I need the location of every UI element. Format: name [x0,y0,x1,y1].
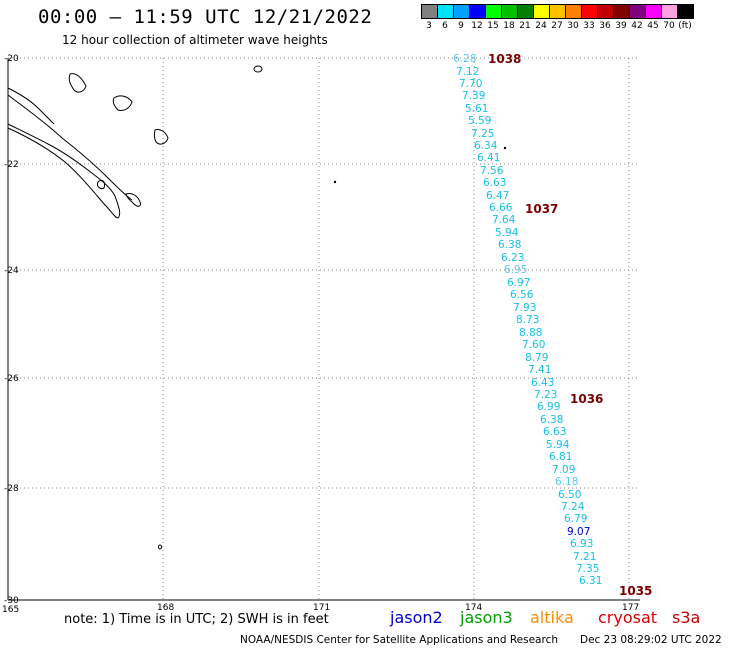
swh-value: 8.73 [516,314,539,326]
legend-label: 33 [583,21,595,31]
generated-timestamp: Dec 23 08:29:02 UTC 2022 [580,634,722,646]
lat-label: -22 [4,160,19,170]
swh-value: 6.50 [558,489,581,501]
lon-label: 171 [313,603,330,613]
swh-value: 6.38 [498,239,521,251]
legend-label: 39 [615,21,627,31]
swh-value: 7.56 [480,165,504,177]
legend-swatches [421,4,694,19]
swh-value: 6.56 [510,289,534,301]
swh-value: 5.59 [468,115,491,127]
swh-value: 7.39 [462,90,485,102]
swh-value: 5.94 [546,439,570,451]
satellite-label-jason2: jason2 [390,608,443,627]
footer-note: note: 1) Time is in UTC; 2) SWH is in fe… [64,612,329,627]
lon-label: 174 [465,603,482,613]
swh-value: 6.31 [579,575,602,587]
map-subtitle: 12 hour collection of altimeter wave hei… [62,33,328,47]
swh-value: 5.94 [495,227,519,239]
swh-value: 7.12 [456,66,479,78]
legend-label: 3 [426,21,432,31]
swh-value: 6.99 [537,401,560,413]
satellite-label-cryosat: cryosat [598,608,658,627]
swh-value: 7.35 [576,563,599,575]
legend-label: 70 [663,21,675,31]
lon-label: 168 [157,603,174,613]
wave-height-track: 6.28 7.12 7.70 7.39 5.61 5.59 7.25 6.34 … [453,53,602,587]
legend-label: 12 [471,21,483,31]
swh-value: 7.64 [492,214,516,226]
swh-value: 7.21 [573,551,596,563]
lat-label: -20 [4,54,19,64]
pressure-label: 1036 [570,392,603,406]
swh-value: 7.23 [534,389,557,401]
coastline [7,65,263,550]
lat-label: -30 [4,596,19,606]
swh-value: 7.93 [513,302,536,314]
swh-value: 7.60 [522,339,545,351]
legend-label: 36 [599,21,611,31]
swh-value: 8.88 [519,327,542,339]
legend-label: 9 [458,21,464,31]
swh-value: 6.23 [501,252,524,264]
legend-label: 27 [551,21,563,31]
swh-value: 6.79 [564,513,587,525]
satellite-label-altika: altika [530,608,574,627]
legend-label: (ft) [678,21,692,31]
map-frame [7,58,640,601]
swh-value: 6.93 [570,538,593,550]
legend-label: 45 [647,21,659,31]
legend-label: 42 [631,21,643,31]
lon-label: 165 [2,605,19,615]
swh-value: 6.41 [477,152,500,164]
graticule [8,57,640,600]
color-legend: 3 6 9 12 15 18 21 24 27 30 33 36 39 42 4… [421,4,694,31]
swh-value: 6.43 [531,377,554,389]
legend-label: 18 [503,21,515,31]
swh-value: 6.81 [549,451,572,463]
legend-label: 24 [535,21,547,31]
island-dot [503,146,507,150]
satellite-label-jason3: jason3 [460,608,513,627]
swh-value: 6.34 [474,140,498,152]
legend-labels: 3 6 9 12 15 18 21 24 27 30 33 36 39 42 4… [421,21,693,31]
lat-label: -24 [4,266,19,276]
pressure-label: 1037 [525,202,558,216]
map-title: 00:00 – 11:59 UTC 12/21/2022 [38,6,373,28]
swh-value: 7.70 [459,78,482,90]
satellite-label-s3a: s3a [672,608,701,627]
legend-swatch [677,4,694,19]
lat-label: -28 [4,484,19,494]
swh-value: 6.63 [483,177,506,189]
credit-line: NOAA/NESDIS Center for Satellite Applica… [240,634,558,646]
swh-value: 7.41 [528,364,551,376]
swh-value: 6.66 [489,202,513,214]
swh-value: 6.28 [453,53,476,65]
swh-value: 6.38 [540,414,563,426]
legend-label: 21 [519,21,531,31]
swh-value: 7.25 [471,128,494,140]
swh-value: 9.07 [567,526,590,538]
island-dot [333,180,337,184]
legend-label: 15 [487,21,499,31]
pressure-label: 1035 [619,584,652,598]
swh-value: 6.47 [486,190,509,202]
pressure-label: 1038 [488,52,521,66]
swh-value: 6.63 [543,426,566,438]
swh-value: 6.95 [504,264,527,276]
legend-label: 30 [567,21,579,31]
lat-label: -26 [4,374,19,384]
swh-value: 8.79 [525,352,548,364]
swh-value: 6.18 [555,476,578,488]
swh-value: 7.09 [552,464,575,476]
swh-value: 5.61 [465,103,488,115]
swh-value: 6.97 [507,277,530,289]
legend-label: 6 [442,21,448,31]
swh-value: 7.24 [561,501,585,513]
lon-label: 177 [622,603,639,613]
